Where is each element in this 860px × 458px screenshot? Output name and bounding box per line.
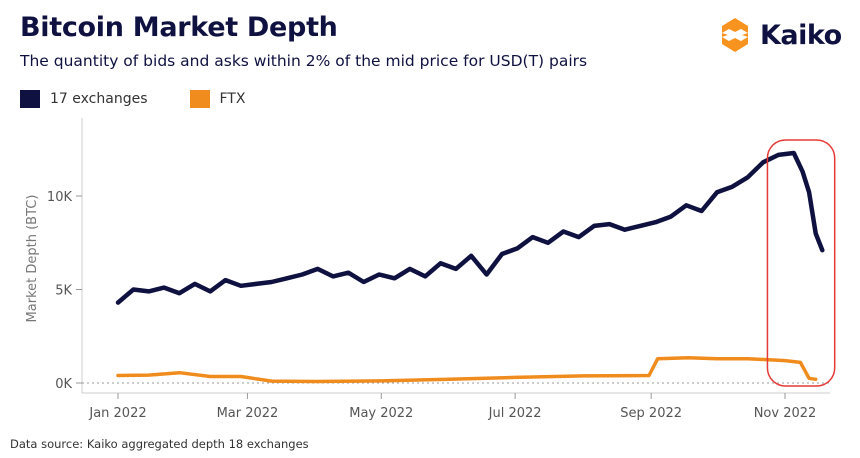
data-source-note: Data source: Kaiko aggregated depth 18 e… (10, 437, 309, 451)
y-tick-label: 5K (55, 284, 72, 299)
y-tick-label: 0K (55, 377, 72, 392)
x-tick-label: May 2022 (349, 406, 413, 421)
x-tick-label: Sep 2022 (620, 406, 682, 421)
x-tick-label: Mar 2022 (217, 406, 279, 421)
legend-item-ftx[interactable]: FTX (189, 90, 246, 108)
series-line-ftx (116, 356, 818, 384)
highlight-box (766, 139, 836, 387)
legend-label-exchanges: 17 exchanges (50, 91, 148, 107)
legend-item-exchanges[interactable]: 17 exchanges (20, 90, 148, 108)
kaiko-logo: Kaiko (716, 16, 842, 54)
y-tick-label: 10K (47, 190, 73, 205)
chart-subtitle: The quantity of bids and asks within 2% … (20, 52, 588, 70)
legend-swatch-exchanges (20, 90, 40, 108)
legend: 17 exchanges FTX (20, 90, 287, 108)
logo-text: Kaiko (760, 19, 842, 51)
series-line-exchanges (115, 150, 825, 305)
chart-title: Bitcoin Market Depth (20, 12, 338, 43)
y-axis-title: Market Depth (BTC) (25, 195, 40, 323)
x-tick-label: Jul 2022 (488, 406, 542, 421)
legend-swatch-ftx (189, 90, 210, 108)
kaiko-logo-icon (722, 18, 748, 52)
x-tick-label: Nov 2022 (754, 406, 817, 421)
legend-label-ftx: FTX (219, 91, 246, 107)
x-tick-label: Jan 2022 (88, 406, 146, 421)
